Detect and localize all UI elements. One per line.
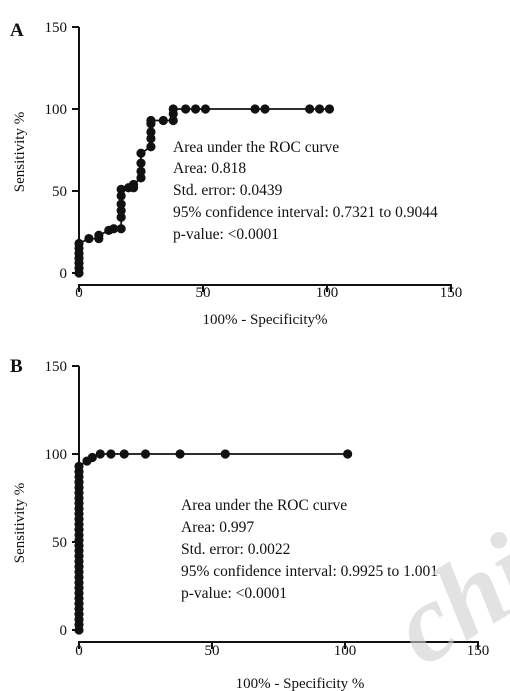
panel-a-data-point bbox=[116, 224, 126, 234]
panel-a-plot bbox=[74, 104, 335, 278]
panel-a-data-point bbox=[136, 166, 146, 176]
panel-b-x-tick-label: 150 bbox=[467, 643, 490, 659]
panel-a-axes bbox=[72, 26, 452, 292]
panel-a-annotation-area: Area: 0.818 bbox=[173, 160, 246, 177]
panel-a-y-tick-label: 100 bbox=[45, 102, 68, 118]
panel-a-x-axis-title: 100% - Specificity% bbox=[203, 312, 328, 328]
panel-a-data-point bbox=[146, 133, 156, 144]
panel-b-data-point bbox=[220, 449, 230, 459]
panel-a-annotation-std-error: Std. error: 0.0439 bbox=[173, 182, 283, 199]
panel-a-annotation-heading: Area under the ROC curve bbox=[173, 139, 339, 156]
panel-a-data-point bbox=[116, 184, 126, 194]
panel-a-data-point bbox=[200, 104, 211, 114]
panel-b-letter: B bbox=[10, 356, 23, 377]
panel-a-data-point bbox=[136, 158, 146, 168]
panel-a-data-point bbox=[74, 238, 84, 249]
panel-a-data-point bbox=[109, 224, 119, 234]
panel-a-data-point bbox=[146, 127, 156, 137]
panel-a-x-tick-label: 0 bbox=[75, 285, 83, 301]
panel-b-data-point bbox=[140, 449, 151, 459]
panel-a-data-point bbox=[116, 212, 126, 222]
panel-a-data-point bbox=[136, 148, 146, 158]
panel-a-annotation-ci: 95% confidence interval: 0.7321 to 0.904… bbox=[173, 204, 438, 221]
panel-a-x-tick-label: 100 bbox=[316, 285, 339, 301]
panel-b-annotation-std-error: Std. error: 0.0022 bbox=[181, 541, 290, 558]
panel-a-data-point bbox=[190, 104, 201, 114]
panel-a-data-point bbox=[181, 104, 191, 114]
panel-b-data-point bbox=[74, 461, 84, 471]
panel-a-data-point bbox=[128, 179, 139, 190]
panel-b-annotation-p-value: p-value: <0.0001 bbox=[181, 585, 287, 602]
panel-b-annotation: Area under the ROC curve Area: 0.997 Std… bbox=[181, 497, 438, 602]
panel-b-data-point bbox=[119, 449, 129, 459]
panel-a-data-point bbox=[324, 104, 335, 114]
panel-b-data-point bbox=[87, 452, 97, 463]
panel-b-data-point bbox=[95, 449, 105, 459]
panel-a-letter: A bbox=[10, 20, 24, 41]
panel-a-data-point bbox=[146, 115, 156, 126]
panel-a-data-point bbox=[116, 191, 126, 201]
panel-a-data-point bbox=[94, 230, 104, 240]
panel-b-annotation-ci: 95% confidence interval: 0.9925 to 1.001 bbox=[181, 563, 438, 580]
panel-b-y-tick-label: 50 bbox=[52, 535, 67, 551]
panel-b-x-tick-label: 50 bbox=[205, 643, 220, 659]
panel-a-annotation: Area under the ROC curve Area: 0.818 Std… bbox=[173, 139, 438, 243]
panel-a-data-point bbox=[84, 233, 94, 244]
panel-a-y-tick-label: 150 bbox=[45, 20, 68, 36]
panel-a-data-point bbox=[116, 199, 126, 209]
panel-a: A Sensitivity % 100% - Specificity% 0 50 1… bbox=[10, 20, 462, 328]
panel-b-plot bbox=[74, 449, 353, 635]
panel-a-y-tick-label: 50 bbox=[52, 184, 67, 200]
panel-a-data-point bbox=[250, 104, 260, 114]
panel-b-y-tick-label: 150 bbox=[45, 359, 68, 375]
panel-b-x-axis-title: 100% - Specificity % bbox=[236, 676, 365, 691]
panel-a-tick-labels: 0 50 100 150 0 50 100 150 bbox=[45, 20, 463, 301]
panel-a-x-tick-label: 150 bbox=[440, 285, 463, 301]
panel-a-data-point bbox=[314, 104, 325, 114]
panel-b-annotation-area: Area: 0.997 bbox=[181, 519, 254, 536]
panel-b-data-point bbox=[106, 449, 116, 459]
panel-a-data-point bbox=[116, 206, 126, 216]
panel-b-tick-labels: 0 50 100 150 0 50 100 150 bbox=[45, 359, 490, 659]
panel-b-y-tick-label: 100 bbox=[45, 447, 68, 463]
panel-a-data-point bbox=[158, 115, 168, 126]
panel-b-data-point bbox=[175, 449, 185, 459]
panel-a-data-point bbox=[146, 142, 156, 152]
panel-a-data-point bbox=[168, 115, 178, 126]
watermark: chi bbox=[371, 510, 510, 688]
panel-b: B Sensitivity % 100% - Specificity % 0 50… bbox=[10, 356, 489, 691]
panel-a-y-axis-title: Sensitivity % bbox=[12, 112, 28, 192]
panel-a-data-point bbox=[305, 104, 315, 114]
panel-b-y-tick-label: 0 bbox=[60, 623, 68, 639]
panel-b-x-tick-label: 0 bbox=[75, 643, 83, 659]
panel-b-data-point bbox=[343, 449, 353, 459]
panel-a-x-tick-label: 50 bbox=[196, 285, 211, 301]
panel-a-annotation-p-value: p-value: <0.0001 bbox=[173, 226, 279, 243]
panel-a-data-point bbox=[136, 173, 146, 183]
panel-a-data-point bbox=[260, 104, 270, 114]
panel-b-x-tick-label: 100 bbox=[334, 643, 357, 659]
panel-a-y-tick-label: 0 bbox=[60, 266, 68, 282]
panel-a-data-point bbox=[168, 104, 178, 114]
panel-b-annotation-heading: Area under the ROC curve bbox=[181, 497, 347, 514]
panel-b-y-axis-title: Sensitivity % bbox=[12, 483, 28, 563]
